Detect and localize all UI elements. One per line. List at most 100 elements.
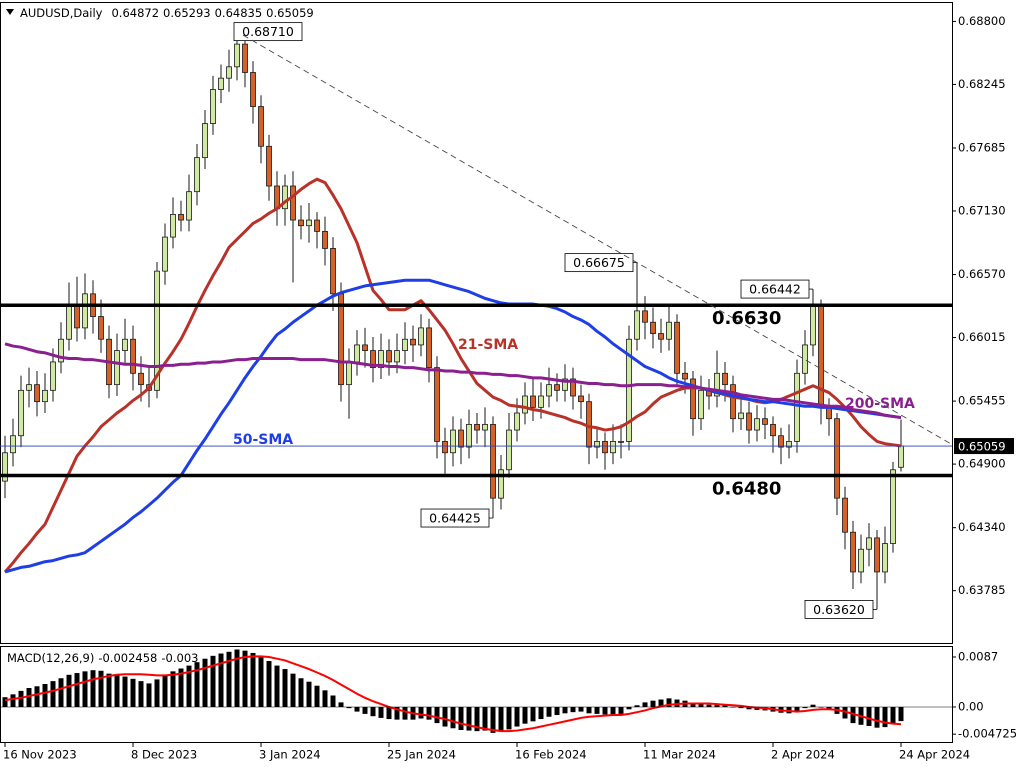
candle-body	[266, 145, 272, 187]
macd-bar	[250, 652, 256, 707]
menu-triangle[interactable]	[6, 9, 14, 15]
macd-bar	[626, 706, 632, 710]
candle-body	[898, 445, 904, 468]
candle-body	[34, 384, 40, 403]
macd-bar	[114, 675, 120, 707]
candle-body	[434, 367, 440, 442]
annotation-label: 0.68710	[242, 24, 294, 39]
macd-bar	[554, 706, 560, 716]
macd-name: MACD(12,26,9)	[7, 651, 94, 665]
candle-body	[834, 418, 840, 499]
candle-body	[122, 338, 128, 351]
candle-body	[442, 441, 448, 454]
candle-body	[682, 372, 688, 380]
candle-body	[386, 350, 392, 363]
header: AUDUSD,Daily 0.64872 0.65293 0.64835 0.65059	[20, 6, 314, 20]
candle-body	[258, 106, 264, 147]
candle-body	[362, 344, 368, 351]
candle-body	[354, 344, 360, 363]
macd-y-tick-label: 0.00	[958, 699, 984, 713]
candle-body	[490, 423, 496, 499]
candle-body	[882, 543, 888, 573]
sma-line	[4, 278, 902, 574]
macd-bar	[186, 665, 192, 707]
macd-bar	[738, 706, 744, 709]
macd-bar	[658, 699, 664, 707]
trend-line	[242, 34, 953, 445]
macd-bar	[594, 706, 600, 714]
main-frame	[0, 2, 953, 644]
candle-body	[722, 372, 728, 386]
macd-bar	[194, 662, 200, 707]
candle-body	[42, 389, 48, 403]
annotation-label: 0.66442	[749, 282, 801, 297]
macd-bar	[530, 706, 536, 722]
candle-body	[698, 389, 704, 420]
macd-bar	[602, 706, 608, 715]
macd-bar	[50, 681, 56, 707]
candle-body	[138, 372, 144, 386]
candle-body	[450, 429, 456, 454]
header-open: 0.64872	[111, 6, 159, 20]
candle-body	[858, 548, 864, 573]
candle-body	[290, 185, 296, 221]
y-tick-label: 0.67685	[958, 140, 1006, 154]
candle-body	[426, 327, 432, 369]
candle-body	[402, 338, 408, 351]
x-tick-label: 25 Jan 2024	[387, 748, 456, 762]
candle-body	[818, 304, 824, 408]
y-tick-label: 0.65455	[958, 394, 1006, 408]
macd-bar	[690, 702, 696, 707]
macd-bar	[650, 700, 656, 707]
macd-bar	[2, 697, 8, 707]
macd-bar	[802, 706, 808, 709]
candle-body	[546, 384, 552, 397]
candle-body	[418, 327, 424, 346]
macd-bar	[578, 706, 584, 712]
macd-bar	[866, 706, 872, 726]
macd-bar	[514, 706, 520, 727]
candle-body	[50, 361, 56, 391]
candle-body	[530, 395, 536, 408]
candle-body	[842, 497, 848, 533]
candle-body	[186, 191, 192, 221]
candle-body	[98, 316, 104, 340]
macd-bar	[562, 706, 568, 714]
level-label: 0.6630	[712, 308, 781, 329]
macd-bar	[42, 683, 48, 707]
macd-title: MACD(12,26,9) -0.002458 -0.003	[7, 651, 198, 665]
x-tick-label: 16 Nov 2023	[3, 748, 77, 762]
candle-body	[234, 43, 240, 68]
candle-body	[210, 89, 216, 124]
candle-body	[482, 423, 488, 431]
macd-bar	[314, 685, 320, 707]
macd-bar	[442, 706, 448, 727]
candle-body	[650, 321, 656, 334]
macd-bar	[874, 706, 880, 728]
candle-body	[242, 43, 248, 73]
candle-body	[26, 384, 32, 391]
x-tick-label: 24 Apr 2024	[899, 748, 970, 762]
macd-bar	[74, 673, 80, 707]
macd-bar	[226, 651, 232, 707]
candle-body	[322, 231, 328, 249]
candle-body	[874, 537, 880, 573]
macd-bar	[58, 678, 64, 707]
macd-bar	[642, 702, 648, 707]
sma-label: 21-SMA	[458, 337, 518, 353]
candle-body	[58, 338, 64, 363]
macd-bar	[130, 678, 136, 707]
macd-bar	[306, 681, 312, 707]
macd-bar	[242, 650, 248, 707]
macd-bar	[282, 669, 288, 707]
candle-body	[282, 185, 288, 210]
candle-body	[618, 441, 624, 443]
price-label: 0.65059	[958, 440, 1006, 454]
y-tick-label: 0.66015	[958, 330, 1006, 344]
macd-y-tick-label: 0.0087	[958, 649, 998, 663]
candle-body	[10, 435, 16, 454]
macd-bar	[458, 706, 464, 730]
symbol: AUDUSD,Daily	[20, 6, 103, 20]
y-tick-label: 0.67130	[958, 203, 1006, 217]
candle-body	[250, 72, 256, 107]
